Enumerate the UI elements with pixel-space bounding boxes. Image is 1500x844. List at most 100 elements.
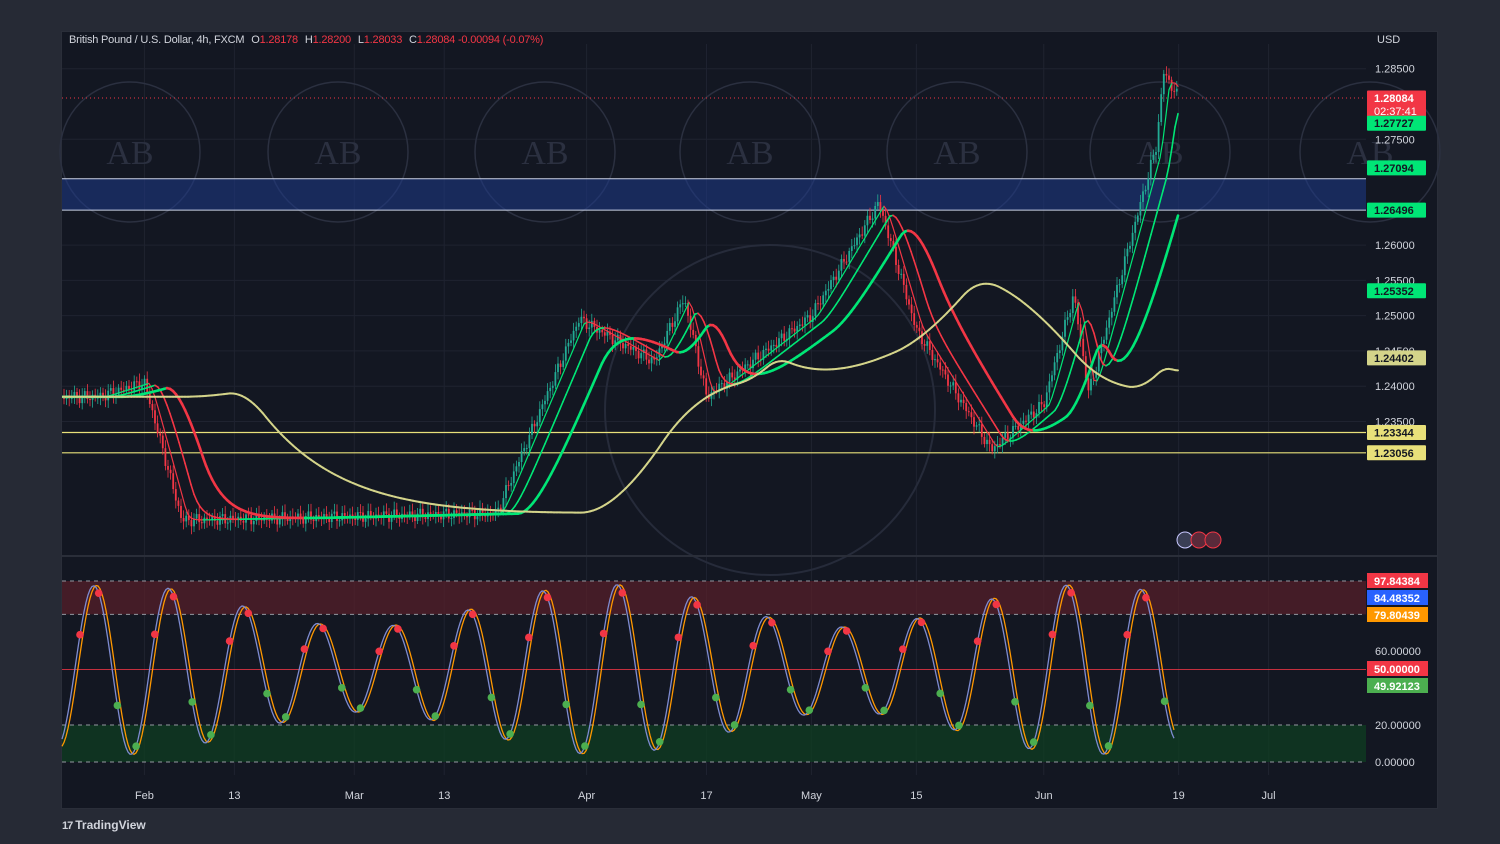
candle-body [1157,122,1160,153]
ma-fast-line [1030,417,1035,422]
ma-fast-line [946,367,951,374]
crossover-dot [880,706,888,715]
candle-body [411,511,414,515]
ma-fast-line [1084,325,1089,345]
ma-medium-line [880,225,885,232]
ma-medium-line [511,505,516,511]
candle-body [905,284,908,300]
watermark-seal-icon: AB [933,135,980,172]
candle-body [172,473,175,490]
ma-fast-line [847,260,852,267]
symbol-name[interactable]: British Pound / U.S. Dollar, 4h, FXCM [69,34,245,46]
candle-body [629,345,632,350]
crossover-dot [263,689,271,698]
candle-body [1113,297,1116,312]
candle-body [861,234,864,236]
ma-medium-line [721,375,726,382]
ma-fast-line [1135,234,1140,247]
candle-body [1001,437,1004,446]
candle-body [255,513,258,521]
oscillator-tag-value: 84.48352 [1374,593,1420,605]
crossover-dot [674,633,683,642]
candle-body [510,482,513,486]
crossover-dot [450,642,458,650]
candle-body [1155,152,1157,155]
ma-medium-line [562,393,567,403]
crossover-dot [487,693,496,702]
candle-body [822,295,825,305]
candle-body [895,246,897,265]
watermark-seal-icon: AB [314,135,361,172]
candle-body [520,451,523,462]
ma-medium-line [958,366,963,373]
candle-body [104,397,107,401]
candle-body [541,404,544,410]
high-label: H [304,34,313,46]
ma-fast-line [892,226,897,238]
candle-body [177,500,180,506]
ma-fast-line [874,215,879,222]
ma-fast-line [940,357,945,364]
candle-body [702,375,705,379]
candle-body [151,404,154,411]
candle-body [554,372,557,386]
ma-fast-line [163,428,168,441]
candle-body [962,399,965,404]
close-label: C [408,34,417,46]
candle-body [658,348,661,358]
ma-medium-line [520,489,525,497]
candle-body [159,433,162,436]
oscillator-axis-tick: 0.00000 [1375,757,1415,769]
ma-slow-line [936,276,943,287]
ma-fast-line [757,359,762,363]
ma-fast-line [1144,201,1149,214]
ma-medium-line [967,381,972,388]
candle-body [242,520,245,523]
ma-fast-line [988,434,993,441]
open-value: 1.28178 [259,34,299,46]
ma-fast-line [1108,332,1113,346]
ma-fast-line [883,205,888,212]
candle-body [1108,317,1111,328]
ma-slow-line [1155,274,1162,287]
ma-fast-line [169,450,174,463]
candle-body [601,329,604,333]
ma-fast-line [523,457,528,466]
candle-body [910,304,913,314]
ma-medium-line [676,341,681,348]
candle-body [523,448,526,452]
candle-body [302,517,305,524]
candle-body [1095,371,1098,378]
crossover-dot [973,637,982,646]
ma-medium-line [577,358,582,368]
ma-medium-line [1129,297,1134,310]
ma-medium-line [991,419,996,427]
time-axis-tick: 13 [438,790,450,802]
ma-fast-line [1024,423,1029,427]
candle-body [1144,189,1147,192]
ma-fast-line [805,322,810,326]
crossover-dot [955,721,963,730]
ma-medium-line [1066,372,1071,384]
ma-fast-line [1018,428,1023,433]
candle-body [364,518,367,522]
crossover-dot [917,618,926,627]
ma-fast-line [919,317,924,328]
crossover-dot [805,706,814,714]
price-tag [1367,445,1426,461]
ma-fast-line [1117,300,1122,313]
ma-fast-line [775,345,780,350]
crossover-dot [730,721,739,729]
candle-body [603,332,606,336]
crossover-dot [375,647,384,656]
crossover-dot [319,624,327,633]
candle-body [549,387,552,392]
ma-fast-line [1123,278,1128,291]
candle-body [1129,245,1131,249]
candle-body [931,349,934,360]
ma-fast-line [967,400,972,407]
candle-body [1090,378,1092,391]
tradingview-brand[interactable]: 17 TradingView [62,818,146,832]
candle-body [726,381,728,389]
